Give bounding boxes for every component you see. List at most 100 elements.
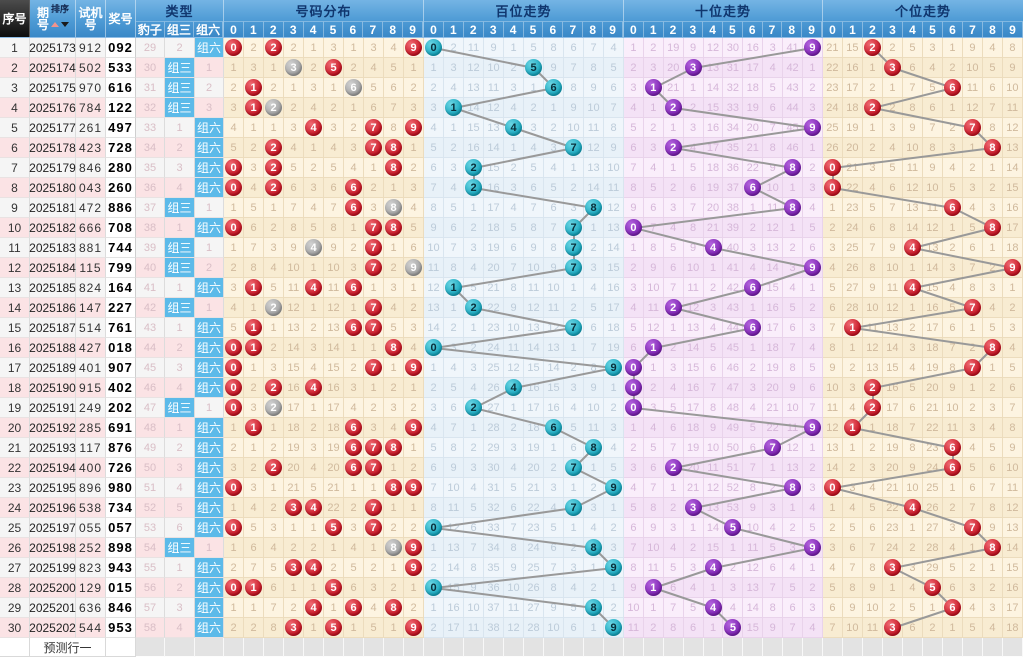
tens-cell-d5: 44 [723, 318, 744, 338]
prize-digit-ball: 2 [863, 39, 881, 56]
units-cell-d0: 2 [822, 218, 843, 238]
units-cell-d2: 5 [862, 198, 883, 218]
test-number-cell: 423 [76, 138, 106, 158]
dist-cell-d4: 4 [304, 118, 324, 138]
hundreds-cell-d3: 18 [484, 218, 504, 238]
units-cell-d2: 2 [862, 38, 883, 58]
sort-asc-icon[interactable] [50, 22, 59, 27]
units-cell-d5: 13 [922, 238, 943, 258]
sort-desc-icon[interactable] [60, 22, 69, 27]
tens-cell-d6: 3 [743, 238, 764, 258]
dist-cell-d4: 4 [304, 98, 324, 118]
units-cell-d4: 10 [902, 138, 923, 158]
header-seq: 序号 [0, 0, 30, 37]
dist-cell-d2: 8 [264, 618, 284, 638]
units-digit-header: 2 [863, 21, 883, 37]
header-issue[interactable]: 期号 排序 [30, 0, 76, 37]
tens-cell-d0: 4 [624, 478, 644, 498]
dist-cell-d1: 2 [244, 378, 264, 398]
units-cell-d8: 6 [982, 458, 1003, 478]
units-cell-d3: 6 [882, 178, 903, 198]
tens-cell-d3: 9 [683, 38, 704, 58]
units-cell-d7: 3 [962, 578, 983, 598]
table-row: 16 2025188 427 018 44 2 组六 0 1 2 14 3 14 1 1 8 4 0 3 2 24 11 1… [0, 338, 1023, 358]
seq-cell: 3 [0, 78, 30, 98]
hundreds-cell-d5: 16 [524, 378, 544, 398]
sort-control[interactable]: 排序 [50, 5, 69, 32]
dist-cell-d9: 6 [404, 238, 424, 258]
units-digit-header: 6 [943, 21, 963, 37]
group6-cell: 组六 [195, 618, 224, 638]
prize-digit-ball: 5 [325, 619, 342, 636]
tens-cell-d6: 12 [743, 558, 764, 578]
tens-cell-d6: 18 [743, 78, 764, 98]
dist-cell-d3: 2 [284, 98, 304, 118]
hundreds-cell-d4: 3 [504, 78, 524, 98]
prediction-empty-cell [284, 638, 304, 657]
units-cell-d5: 3 [922, 38, 943, 58]
hundreds-cell-d9: 8 [604, 118, 624, 138]
hundreds-cell-d0: 0 [424, 38, 444, 58]
prize-digit-ball: 2 [265, 179, 282, 196]
hundreds-cell-d9: 17 [604, 298, 624, 318]
prize-digit-ball: 4 [305, 559, 322, 576]
prize-digit-ball: 8 [385, 159, 402, 176]
units-cell-d9: 16 [1002, 578, 1023, 598]
units-cell-d7: 7 [962, 258, 983, 278]
hundreds-digit-header: 4 [503, 21, 524, 37]
units-cell-d8: 6 [982, 78, 1003, 98]
dist-cell-d0: 3 [224, 458, 244, 478]
hundreds-cell-d0: 8 [424, 498, 444, 518]
test-number-cell: 823 [76, 558, 106, 578]
dist-cell-d9: 2 [404, 78, 424, 98]
prize-digit-ball: 7 [365, 119, 382, 136]
tens-cell-d4: 6 [703, 358, 724, 378]
tens-cell-d0: 1 [624, 38, 644, 58]
tens-cell-d4: 19 [703, 178, 724, 198]
tens-cell-d6: 1 [743, 298, 764, 318]
hundreds-cell-d8: 8 [584, 598, 604, 618]
dist-cell-d9: 2 [404, 398, 424, 418]
prize-digit-ball: 0 [823, 159, 841, 176]
dist-cell-d3: 3 [284, 58, 304, 78]
hundreds-cell-d9: 5 [604, 58, 624, 78]
units-cell-d7: 5 [962, 218, 983, 238]
units-cell-d8: 8 [982, 538, 1003, 558]
leopard-miss-cell: 34 [136, 138, 165, 158]
tens-cell-d5: 1 [723, 538, 744, 558]
tens-cell-d3: 7 [683, 198, 704, 218]
units-cell-d1: 28 [842, 298, 863, 318]
units-cell-section: 9 2 13 15 4 19 8 7 1 5 [822, 358, 1023, 378]
prize-number-cell: 846 [106, 598, 136, 618]
dist-cell-d1: 5 [244, 518, 264, 538]
tens-cell-d1: 4 [643, 418, 664, 438]
hundreds-cell-d7: 7 [564, 258, 584, 278]
hundreds-cell-d6: 8 [544, 238, 564, 258]
test-number-cell: 147 [76, 298, 106, 318]
dist-cell-d9: 9 [404, 418, 424, 438]
group3-cell: 1 [165, 558, 195, 578]
units-cell-d6: 2 [942, 498, 963, 518]
hundreds-cell-d1: 6 [444, 398, 464, 418]
tens-cell-section: 3 10 7 11 2 42 6 15 4 1 [624, 278, 823, 298]
units-cell-d4: 4 [902, 238, 923, 258]
dist-cell-d8: 6 [384, 78, 404, 98]
units-cell-d5: 1 [922, 598, 943, 618]
table-row: 4 2025176 784 122 32 组三 3 3 1 2 2 4 2 1 6 7 3 3 1 14 12 4 2 1 9 1… [0, 98, 1023, 118]
hundreds-cell-d9: 3 [604, 538, 624, 558]
tens-cell-d0: 0 [624, 358, 644, 378]
tens-cell-d1: 5 [643, 438, 664, 458]
hundreds-cell-d4: 1 [504, 398, 524, 418]
header-test-number: 试机号 [76, 0, 106, 37]
group6-cell: 1 [195, 58, 224, 78]
tens-cell-d9: 9 [803, 418, 823, 438]
units-cell-d1: 24 [842, 218, 863, 238]
seq-cell: 12 [0, 258, 30, 278]
hundreds-cell-d0: 6 [424, 158, 444, 178]
units-cell-d7: 8 [962, 278, 983, 298]
table-row: 8 2025180 043 260 36 4 组六 0 4 2 6 3 6 6 2 1 3 7 4 2 16 3 6 5 2 14… [0, 178, 1023, 198]
dist-cell-d4: 3 [304, 78, 324, 98]
hundreds-cell-d5: 6 [524, 178, 544, 198]
